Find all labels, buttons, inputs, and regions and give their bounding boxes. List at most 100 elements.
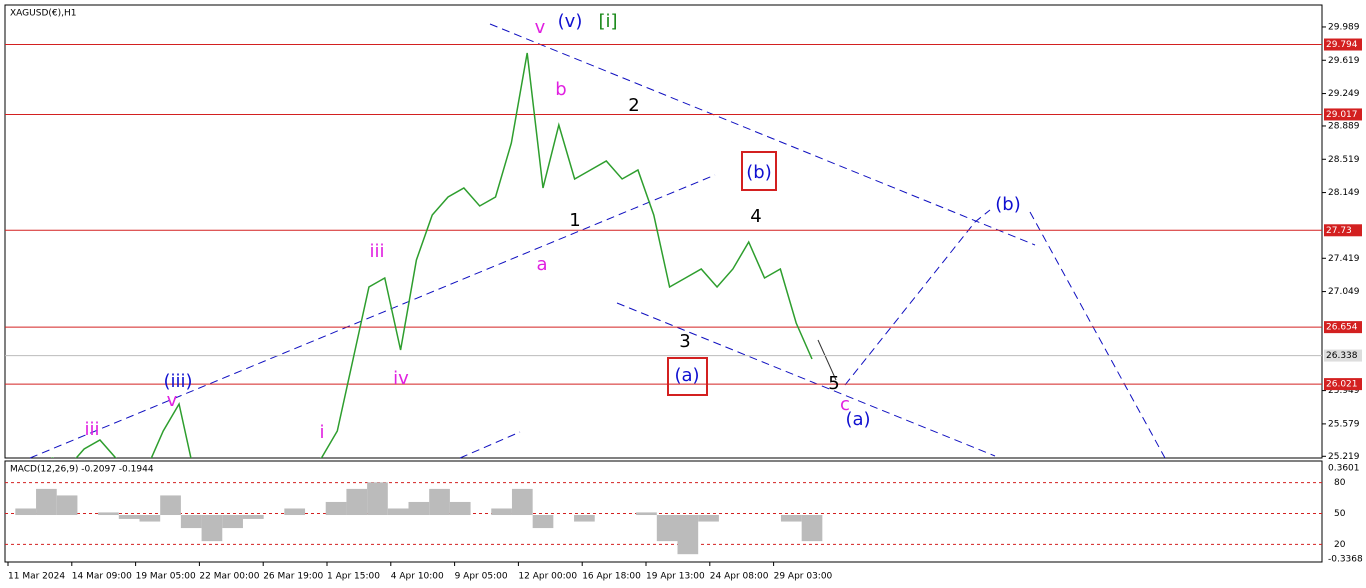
level-tag	[1324, 108, 1362, 121]
x-tick-label: 11 Mar 2024	[8, 572, 65, 582]
macd-level-label: 80	[1334, 478, 1346, 488]
wave-label: 2	[628, 95, 639, 116]
wave-label: (a)	[845, 409, 870, 430]
macd-bar	[677, 515, 699, 555]
level-tag	[1324, 224, 1362, 237]
macd-bar	[242, 515, 264, 519]
x-tick-label: 9 Apr 05:00	[455, 572, 508, 582]
macd-title: MACD(12,26,9) -0.2097 -0.1944	[10, 465, 154, 475]
wave-label: [i]	[598, 11, 617, 32]
wave-label: 3	[679, 331, 690, 352]
wave-label: (b)	[746, 162, 771, 183]
y-tick-label: 29.619	[1328, 56, 1360, 66]
level-label: 29.794	[1326, 40, 1358, 50]
macd-bar	[98, 512, 119, 516]
macd-bar	[367, 482, 388, 516]
macd-bar	[698, 515, 719, 522]
x-tick-label: 4 Apr 10:00	[391, 572, 444, 582]
x-tick-label: 12 Apr 00:00	[518, 572, 577, 582]
macd-bar	[56, 495, 78, 516]
x-tick-label: 1 Apr 15:00	[327, 572, 380, 582]
wave-label: iv	[393, 368, 409, 389]
level-tag	[1324, 321, 1362, 334]
wave-line	[817, 339, 837, 381]
macd-bar	[656, 515, 678, 542]
macd-bar	[118, 515, 140, 519]
main-panel	[4, 4, 1323, 459]
price-line	[50, 52, 813, 458]
y-tick-label: 25.219	[1328, 452, 1360, 462]
x-tick-label: 14 Mar 09:00	[72, 572, 132, 582]
wave-label: b	[555, 79, 566, 100]
wave-label: 1	[569, 210, 580, 231]
macd-bar	[532, 515, 554, 529]
wave-label: a	[536, 254, 547, 275]
macd-bar	[325, 501, 347, 516]
macd-bar	[491, 508, 512, 516]
level-tag	[1324, 38, 1362, 51]
macd-bar	[15, 508, 37, 516]
macd-bar	[284, 508, 306, 516]
box	[741, 151, 777, 191]
x-tick-label: 22 Mar 00:00	[199, 572, 259, 582]
y-tick-label: 27.049	[1328, 287, 1360, 297]
wave-label: 4	[750, 206, 761, 227]
macd-group	[15, 482, 823, 555]
macd-bar	[449, 501, 471, 516]
macd-bar	[511, 488, 533, 516]
wave-label: (iii)	[163, 371, 192, 392]
macd-bar	[636, 512, 657, 516]
wave-label: (b)	[995, 194, 1020, 215]
wave-label: c	[840, 394, 850, 415]
wave-label: (v)	[558, 11, 583, 32]
y-tick-label: 27.419	[1328, 254, 1360, 264]
macd-bar	[780, 515, 802, 522]
y-tick-label: 29.249	[1328, 89, 1360, 99]
trend-lines	[29, 23, 1166, 459]
wave-label: iii	[84, 419, 99, 440]
wave-label: 5	[828, 373, 839, 394]
level-label: 29.017	[1326, 110, 1358, 120]
y-tick-label: 29.989	[1328, 22, 1360, 32]
wave-label: i	[319, 422, 324, 443]
macd-bar	[408, 501, 430, 516]
macd-bar	[160, 495, 181, 516]
x-tick-label: 19 Apr 13:00	[646, 572, 705, 582]
macd-bar	[139, 515, 161, 522]
y-tick-label: 28.519	[1328, 155, 1360, 165]
y-tick-label: 28.149	[1328, 188, 1360, 198]
macd-bar	[801, 515, 823, 542]
macd-bar	[574, 515, 595, 522]
chart-title: XAGUSD(€),H1	[10, 9, 76, 19]
macd-bar	[180, 515, 202, 529]
level-label: 26.654	[1326, 323, 1358, 333]
macd-panel	[4, 460, 1323, 563]
level-label: 27.73	[1326, 226, 1352, 236]
y-tick-label: 28.889	[1328, 121, 1360, 131]
box	[667, 357, 708, 396]
macd-level-label: 20	[1334, 540, 1346, 550]
y-tick-label: 25.949	[1328, 386, 1360, 396]
price-label: 26.338	[1326, 351, 1358, 361]
price-tag	[1324, 349, 1362, 362]
macd-bar	[429, 488, 450, 516]
y-tick-label: 25.579	[1328, 419, 1360, 429]
macd-bar	[346, 488, 368, 516]
series-group	[50, 52, 813, 458]
x-tick-label: 24 Apr 08:00	[710, 572, 769, 582]
level-tag	[1324, 378, 1362, 391]
macd-tick-label: -0.3368	[1328, 555, 1363, 565]
macd-tick-label: 0.3601	[1328, 464, 1360, 474]
wave-label: v	[167, 390, 178, 411]
macd-level-label: 50	[1334, 509, 1346, 519]
macd-bar	[387, 508, 409, 516]
macd-bar	[201, 515, 223, 542]
x-tick-label: 26 Mar 19:00	[263, 572, 323, 582]
x-tick-label: 29 Apr 03:00	[774, 572, 833, 582]
x-tick-label: 19 Mar 05:00	[136, 572, 196, 582]
wave-label: v	[535, 17, 546, 38]
macd-bar	[222, 515, 243, 529]
wave-label: (a)	[674, 365, 699, 386]
macd-bar	[36, 488, 57, 516]
